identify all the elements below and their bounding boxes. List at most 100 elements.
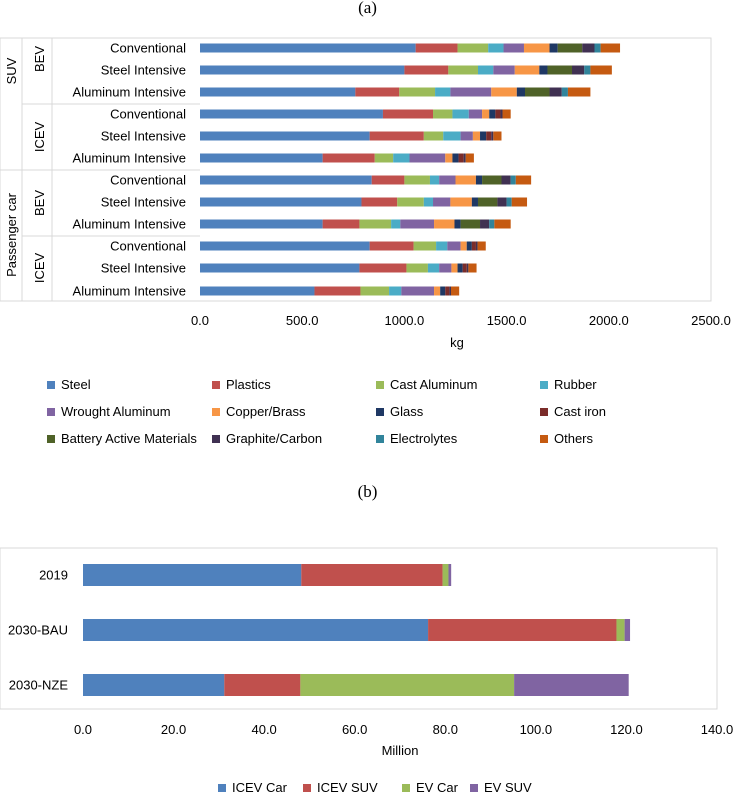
bar-segment-battery-active-materials: [557, 43, 583, 53]
bar-segment-electrolytes: [510, 175, 516, 185]
bar-segment-glass: [516, 87, 525, 97]
legend-item: ICEV Car: [218, 780, 287, 795]
bar-segment-others: [511, 197, 528, 207]
bar-segment-graphite-carbon: [572, 65, 585, 75]
x-tick-label-b: 80.0: [433, 722, 458, 737]
bar-segment-plastics: [359, 263, 407, 273]
bar-segment-electrolytes: [561, 87, 568, 97]
category-label-b: 2019: [39, 568, 68, 583]
bar-segment-copper-brass: [434, 219, 455, 229]
subgroup-label: ICEV: [32, 253, 47, 284]
bar-segment-graphite-carbon: [491, 131, 494, 141]
bar-segment-graphite-carbon: [549, 87, 562, 97]
bar-segment-plastics: [355, 87, 400, 97]
x-tick-label-b: 120.0: [610, 722, 643, 737]
legend-item: Plastics: [212, 377, 271, 392]
x-tick-label-b: 100.0: [520, 722, 553, 737]
bar-segment-cast-aluminum: [404, 175, 430, 185]
bar-segment-graphite-carbon: [449, 286, 452, 296]
bar-segment-plastics: [322, 219, 360, 229]
bar-segment-plastics: [314, 286, 361, 296]
bar-segment-steel: [200, 263, 360, 273]
bar-segment-wrought-aluminum: [433, 197, 451, 207]
bar-segment-cast-aluminum: [413, 241, 437, 251]
x-tick-label-b: 20.0: [161, 722, 186, 737]
x-tick-label-b: 60.0: [342, 722, 367, 737]
category-label-a: Conventional: [110, 41, 186, 56]
x-tick-label-a: 2500.0: [691, 313, 731, 328]
plot-area-b: [0, 547, 718, 710]
bar-segment-glass: [452, 153, 459, 163]
bar-segment-others: [515, 175, 532, 185]
legend-label: EV Car: [416, 780, 458, 795]
bar-segment-others: [567, 87, 591, 97]
bar-segment-cast-iron: [471, 241, 476, 251]
bar-segment-copper-brass: [434, 286, 441, 296]
bar-segment-copper-brass: [460, 241, 467, 251]
bar-segment-copper-brass: [445, 153, 453, 163]
bar-segment-plastics: [369, 131, 424, 141]
bar-segment-plastics: [382, 109, 434, 119]
bar-segment-others: [477, 241, 486, 251]
x-tick-label-a: 500.0: [286, 313, 319, 328]
legend-label: Graphite/Carbon: [226, 431, 323, 446]
legend-swatch: [218, 783, 226, 792]
bar-segment-copper-brass: [482, 109, 490, 119]
bar-segment-ev-suv: [514, 674, 629, 696]
bar-segment-plastics: [371, 175, 405, 185]
bar-segment-cast-aluminum: [359, 219, 392, 229]
bar-segment-cast-aluminum: [399, 87, 436, 97]
bar-segment-cast-iron: [486, 131, 492, 141]
bar-segment-graphite-carbon: [497, 197, 507, 207]
category-label-a: Aluminum Intensive: [73, 217, 186, 232]
bar-segment-steel: [200, 87, 356, 97]
bar-segment-steel: [200, 241, 370, 251]
subgroup-label: ICEV: [32, 122, 47, 153]
x-axis-label-a: kg: [450, 335, 464, 350]
bar-segment-cast-iron: [462, 263, 467, 273]
bar-segment-copper-brass: [451, 263, 458, 273]
panel-b-label: (b): [357, 482, 378, 501]
legend-item: Electrolytes: [376, 431, 457, 446]
bar-segment-copper-brass: [491, 87, 517, 97]
category-label-b: 2030-BAU: [8, 623, 68, 638]
bar-segment-electrolytes: [584, 65, 591, 75]
legend-swatch: [376, 407, 384, 416]
category-label-a: Steel Intensive: [101, 261, 186, 276]
bar-segment-wrought-aluminum: [439, 175, 456, 185]
bar-segment-glass: [471, 197, 478, 207]
bar-segment-glass: [457, 263, 463, 273]
legend-swatch: [540, 407, 548, 416]
category-label-b: 2030-NZE: [9, 678, 69, 693]
bar-segment-cast-aluminum: [423, 131, 444, 141]
bar-segment-icev-suv: [301, 564, 443, 586]
bar-segment-rubber: [391, 219, 401, 229]
legend-label: ICEV Car: [232, 780, 287, 795]
bar-segment-graphite-carbon: [500, 109, 503, 119]
bar-segment-copper-brass: [455, 175, 476, 185]
bar-segment-glass: [480, 131, 487, 141]
bar-segment-glass: [440, 286, 446, 296]
bar-segment-glass: [454, 219, 461, 229]
bar-segment-glass: [475, 175, 483, 185]
bar-segment-icev-car: [83, 564, 302, 586]
legend-swatch: [303, 783, 311, 792]
bar-segment-glass: [539, 65, 548, 75]
bar-segment-cast-aluminum: [433, 109, 453, 119]
legend-item: ICEV SUV: [303, 780, 378, 795]
bar-segment-icev-car: [83, 674, 225, 696]
bar-segment-steel: [200, 175, 372, 185]
bar-segment-plastics: [404, 65, 449, 75]
bar-segment-icev-suv: [428, 619, 617, 641]
bar-segment-wrought-aluminum: [450, 87, 492, 97]
bar-segment-battery-active-materials: [477, 197, 498, 207]
legend-label: Steel: [61, 377, 91, 392]
legend-label: Wrought Aluminum: [61, 404, 171, 419]
legend-swatch: [212, 380, 220, 389]
bar-segment-copper-brass: [523, 43, 550, 53]
x-axis-label-b: Million: [382, 743, 419, 758]
bar-segment-ev-car: [616, 619, 625, 641]
category-label-a: Steel Intensive: [101, 129, 186, 144]
bar-segment-plastics: [361, 197, 398, 207]
legend-swatch: [47, 380, 55, 389]
